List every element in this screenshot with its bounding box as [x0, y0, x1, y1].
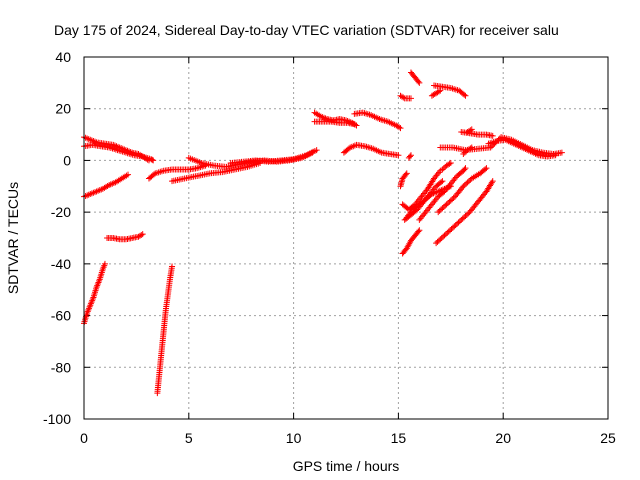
marker-trail [399, 167, 444, 213]
y-tick-label: -80 [51, 359, 71, 375]
series-arc-03 [81, 171, 132, 200]
series-arc-05 [81, 260, 108, 327]
y-tick-label: -100 [43, 411, 71, 427]
x-tick-label: 15 [391, 430, 407, 446]
series-arc-21 [399, 167, 444, 213]
marker-trail [428, 87, 444, 99]
marker-trail [458, 128, 496, 139]
series-arc-25 [399, 227, 423, 257]
series-arc-27 [435, 165, 490, 216]
series-arc-33 [464, 126, 475, 135]
y-tick-label: -60 [51, 308, 71, 324]
plot-frame [83, 56, 609, 420]
series-arc-15 [397, 92, 414, 102]
y-tick-label: -20 [51, 204, 71, 220]
series-arc-29 [405, 152, 414, 161]
y-tick-label: 0 [63, 152, 71, 168]
marker-trail [145, 162, 209, 182]
x-tick-label: 5 [185, 430, 193, 446]
marker-trail [439, 160, 454, 173]
series-arc-26 [433, 178, 496, 247]
marker-trail [435, 165, 490, 216]
marker-trail [407, 69, 423, 86]
series-arc-07 [145, 162, 209, 182]
marker-trail [169, 160, 264, 185]
marker-trail [464, 126, 475, 135]
x-tick-label: 20 [495, 430, 511, 446]
y-tick-labels: -100 -80 -60 -40 -20 0 20 40 [43, 49, 71, 427]
marker-trail [340, 141, 402, 159]
series-arc-12 [311, 118, 358, 128]
x-tick-label: 25 [600, 430, 616, 446]
y-axis-title: SDTVAR / TECUs [5, 182, 21, 294]
marker-trail [431, 82, 469, 99]
series-arc-13 [351, 109, 404, 132]
series-arc-06 [154, 263, 176, 397]
x-tick-label: 10 [286, 430, 302, 446]
y-tick-label: -40 [51, 256, 71, 272]
x-tick-label: 0 [80, 430, 88, 446]
series-arc-14 [340, 141, 402, 159]
marker-trail [397, 170, 410, 190]
marker-trail [433, 178, 496, 247]
marker-trail [399, 227, 423, 257]
marker-trail [351, 109, 404, 132]
x-axis-title: GPS time / hours [293, 458, 400, 474]
series-arc-04 [104, 231, 146, 243]
marker-trail [104, 231, 146, 243]
series-arc-10 [227, 147, 320, 167]
marker-trail [397, 92, 414, 102]
marker-trail [416, 165, 469, 223]
y-tick-label: 20 [55, 101, 71, 117]
marker-trail [81, 260, 108, 327]
marker-trail [311, 118, 358, 128]
series-arc-11 [311, 109, 360, 129]
x-tick-labels: 0 5 10 15 20 25 [80, 430, 616, 446]
series-arc-32 [428, 87, 444, 99]
series-arc-30 [460, 144, 475, 157]
grid [84, 57, 608, 419]
series-arc-16 [407, 69, 423, 86]
series-arc-18 [458, 128, 496, 139]
series-arc-28 [397, 170, 410, 190]
data-points [81, 69, 565, 397]
marker-trail [485, 136, 559, 160]
marker-trail [405, 152, 414, 161]
marker-trail [154, 263, 176, 397]
y-tick-label: 40 [55, 49, 71, 65]
series-arc-17 [431, 82, 469, 99]
series-arc-31 [439, 160, 454, 173]
marker-trail [81, 171, 132, 200]
series-arc-08 [169, 160, 264, 185]
marker-trail [227, 147, 320, 167]
marker-trail [311, 109, 360, 129]
series-arc-24 [416, 165, 469, 223]
marker-trail [460, 144, 475, 157]
chart-title: Day 175 of 2024, Sidereal Day-to-day VTE… [54, 22, 559, 38]
series-arc-20 [485, 136, 559, 160]
